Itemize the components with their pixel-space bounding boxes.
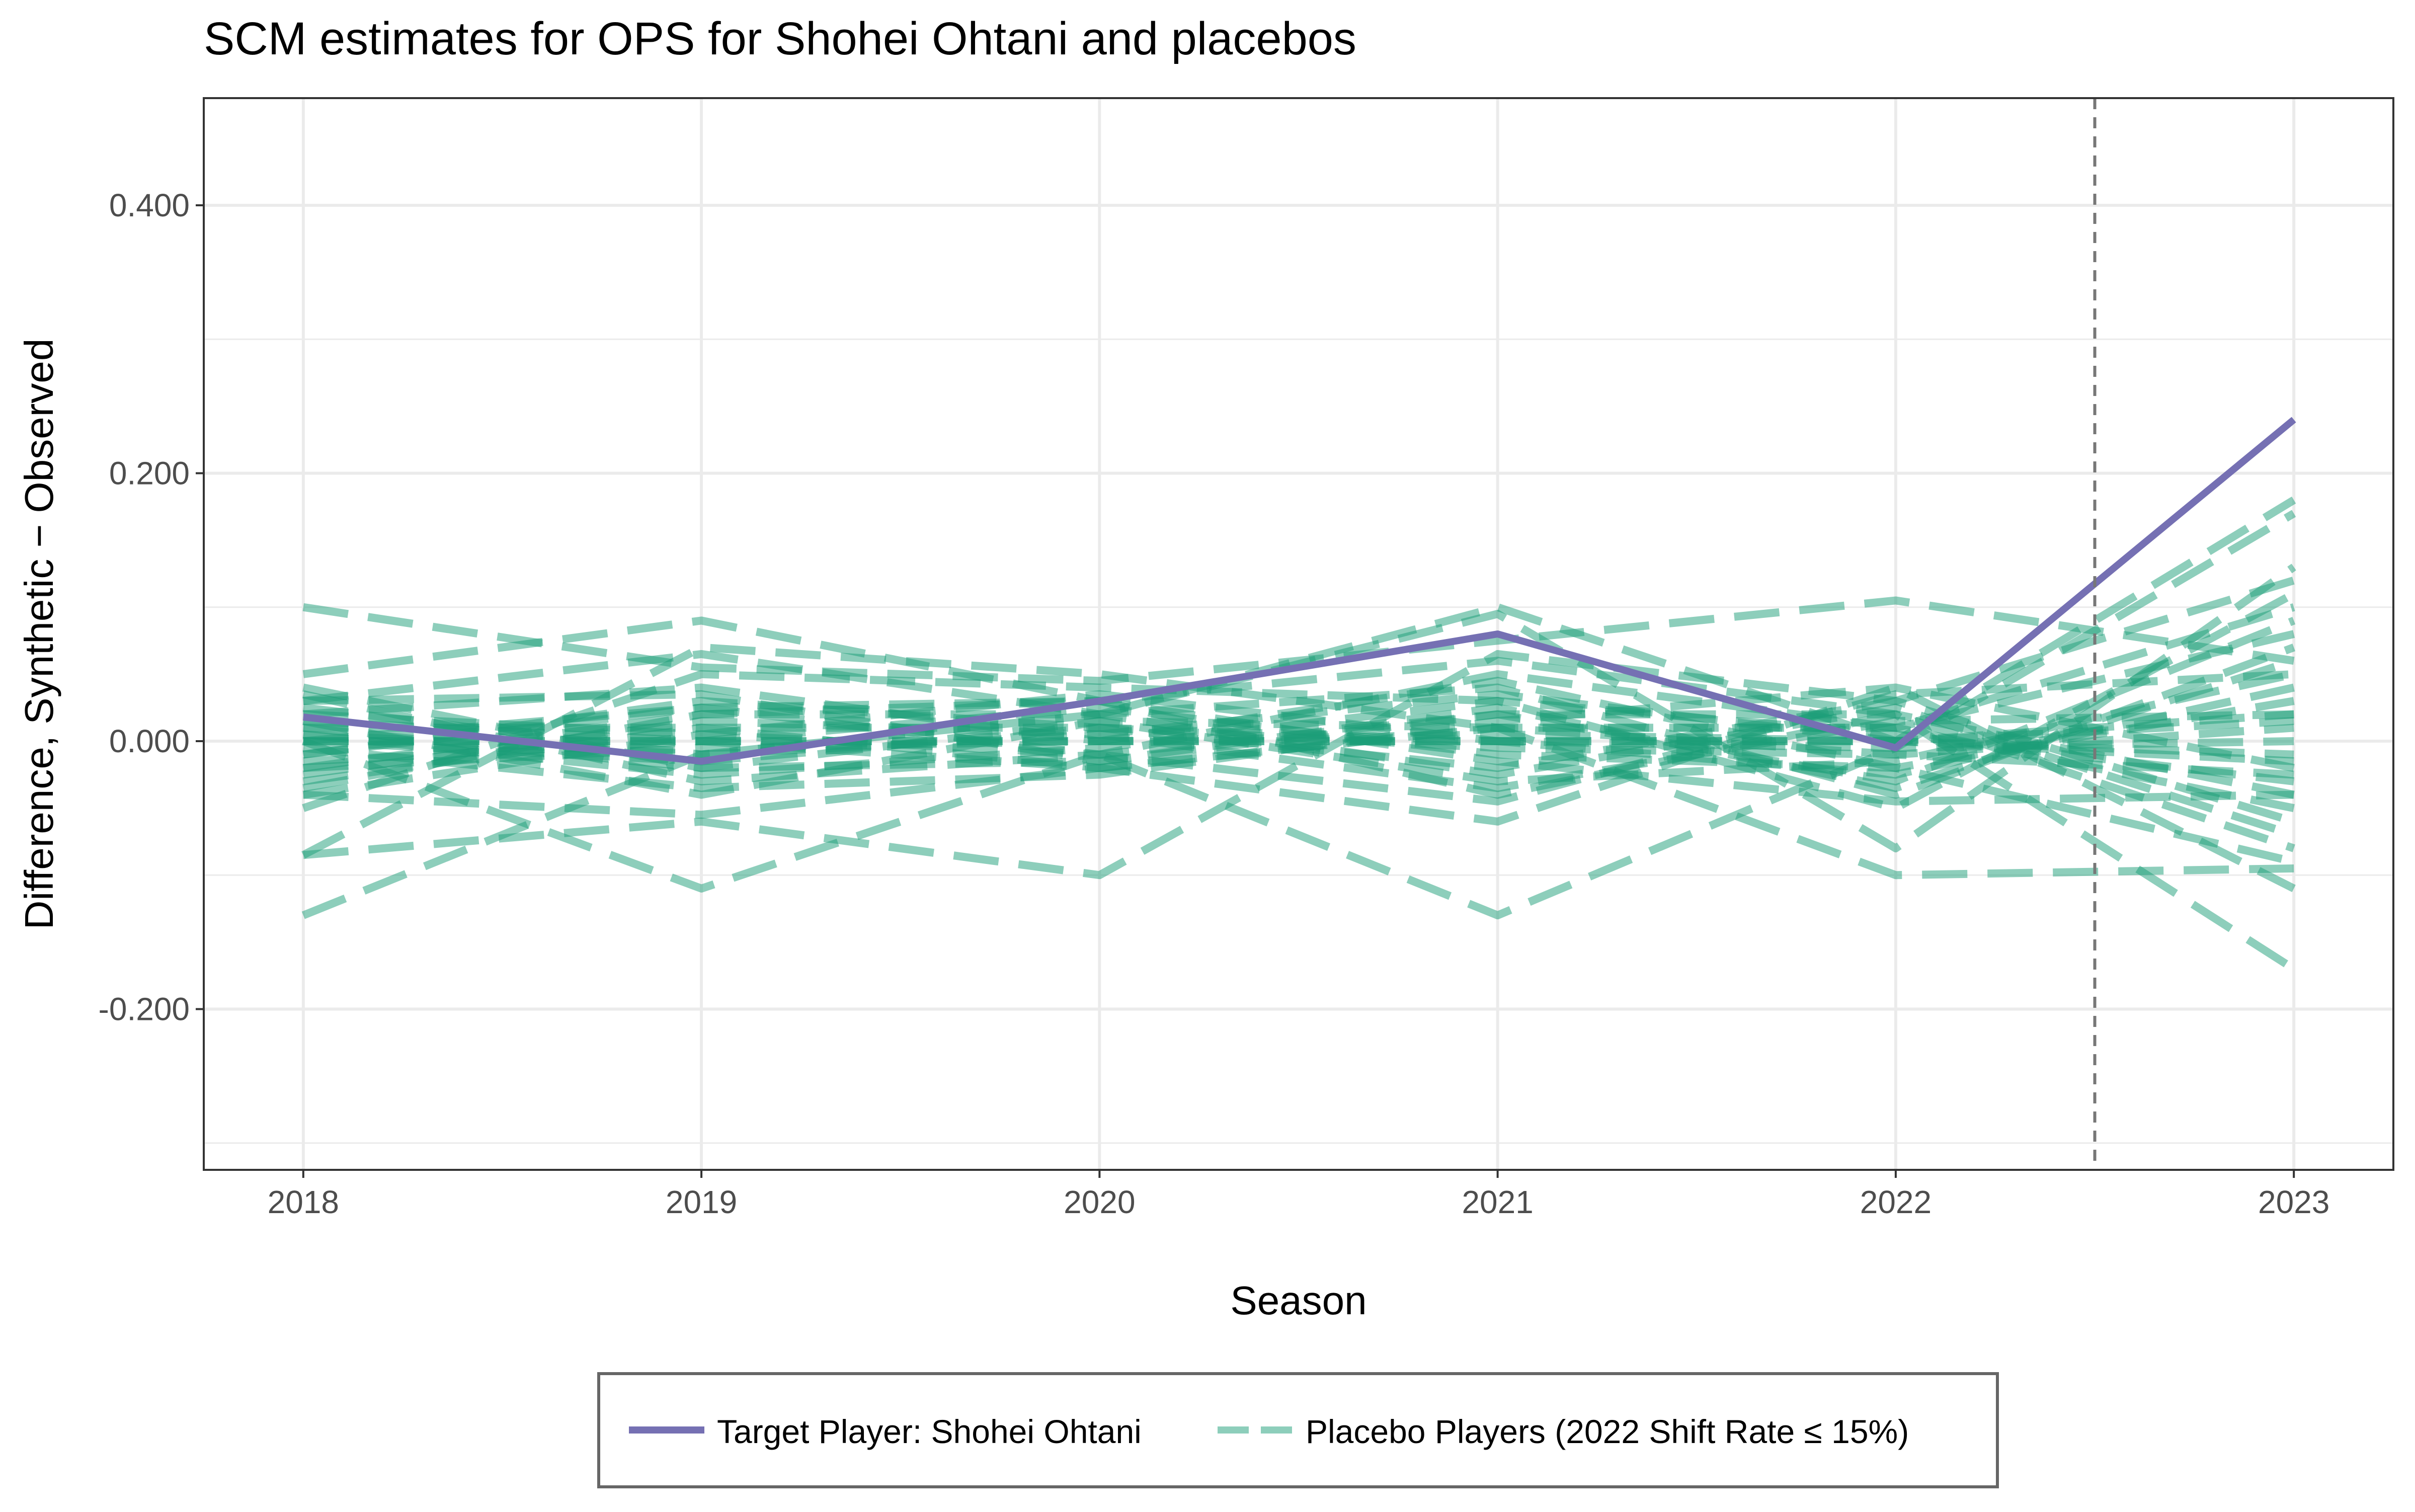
x-tick-label: 2018 [268, 1184, 339, 1220]
x-tick-label: 2019 [666, 1184, 737, 1220]
legend-box [597, 1372, 1999, 1488]
y-tick-label: 0.200 [109, 455, 190, 492]
placebo-lines [301, 496, 2296, 973]
x-tick-label: 2020 [1064, 1184, 1135, 1220]
x-tick-label: 2021 [1462, 1184, 1533, 1220]
legend-label-placebo: Placebo Players (2022 Shift Rate ≤ 15%) [1306, 1413, 1909, 1450]
y-tick-label: 0.000 [109, 723, 190, 759]
placebo-series-line [303, 576, 2295, 880]
legend-label-target: Target Player: Shohei Ohtani [717, 1413, 1142, 1450]
x-axis-label: Season [1230, 1278, 1366, 1323]
placebo-series-line [302, 697, 2294, 806]
y-axis-label: Difference, Synthetic − Observed [17, 339, 61, 930]
placebo-series-line [302, 616, 2296, 973]
target-series-line [303, 417, 2296, 765]
y-tick-label: 0.400 [109, 187, 190, 223]
x-axis-ticks: 2018 2019 2020 2021 2022 2023 [268, 1170, 2329, 1220]
chart-title: SCM estimates for OPS for Shohei Ohtani … [204, 13, 1356, 64]
legend: Target Player: Shohei Ohtani Placebo Pla… [597, 1372, 1999, 1488]
placebo-series-line [303, 683, 2296, 893]
target-line [303, 417, 2296, 765]
x-tick-label: 2022 [1860, 1184, 1931, 1220]
plot-panel-border [203, 97, 2394, 1171]
y-tick-label: -0.200 [99, 991, 190, 1027]
y-axis-ticks: -0.200 0.000 0.200 0.400 [99, 187, 204, 1027]
placebo-series-line [303, 737, 2294, 765]
x-tick-label: 2023 [2258, 1184, 2329, 1220]
